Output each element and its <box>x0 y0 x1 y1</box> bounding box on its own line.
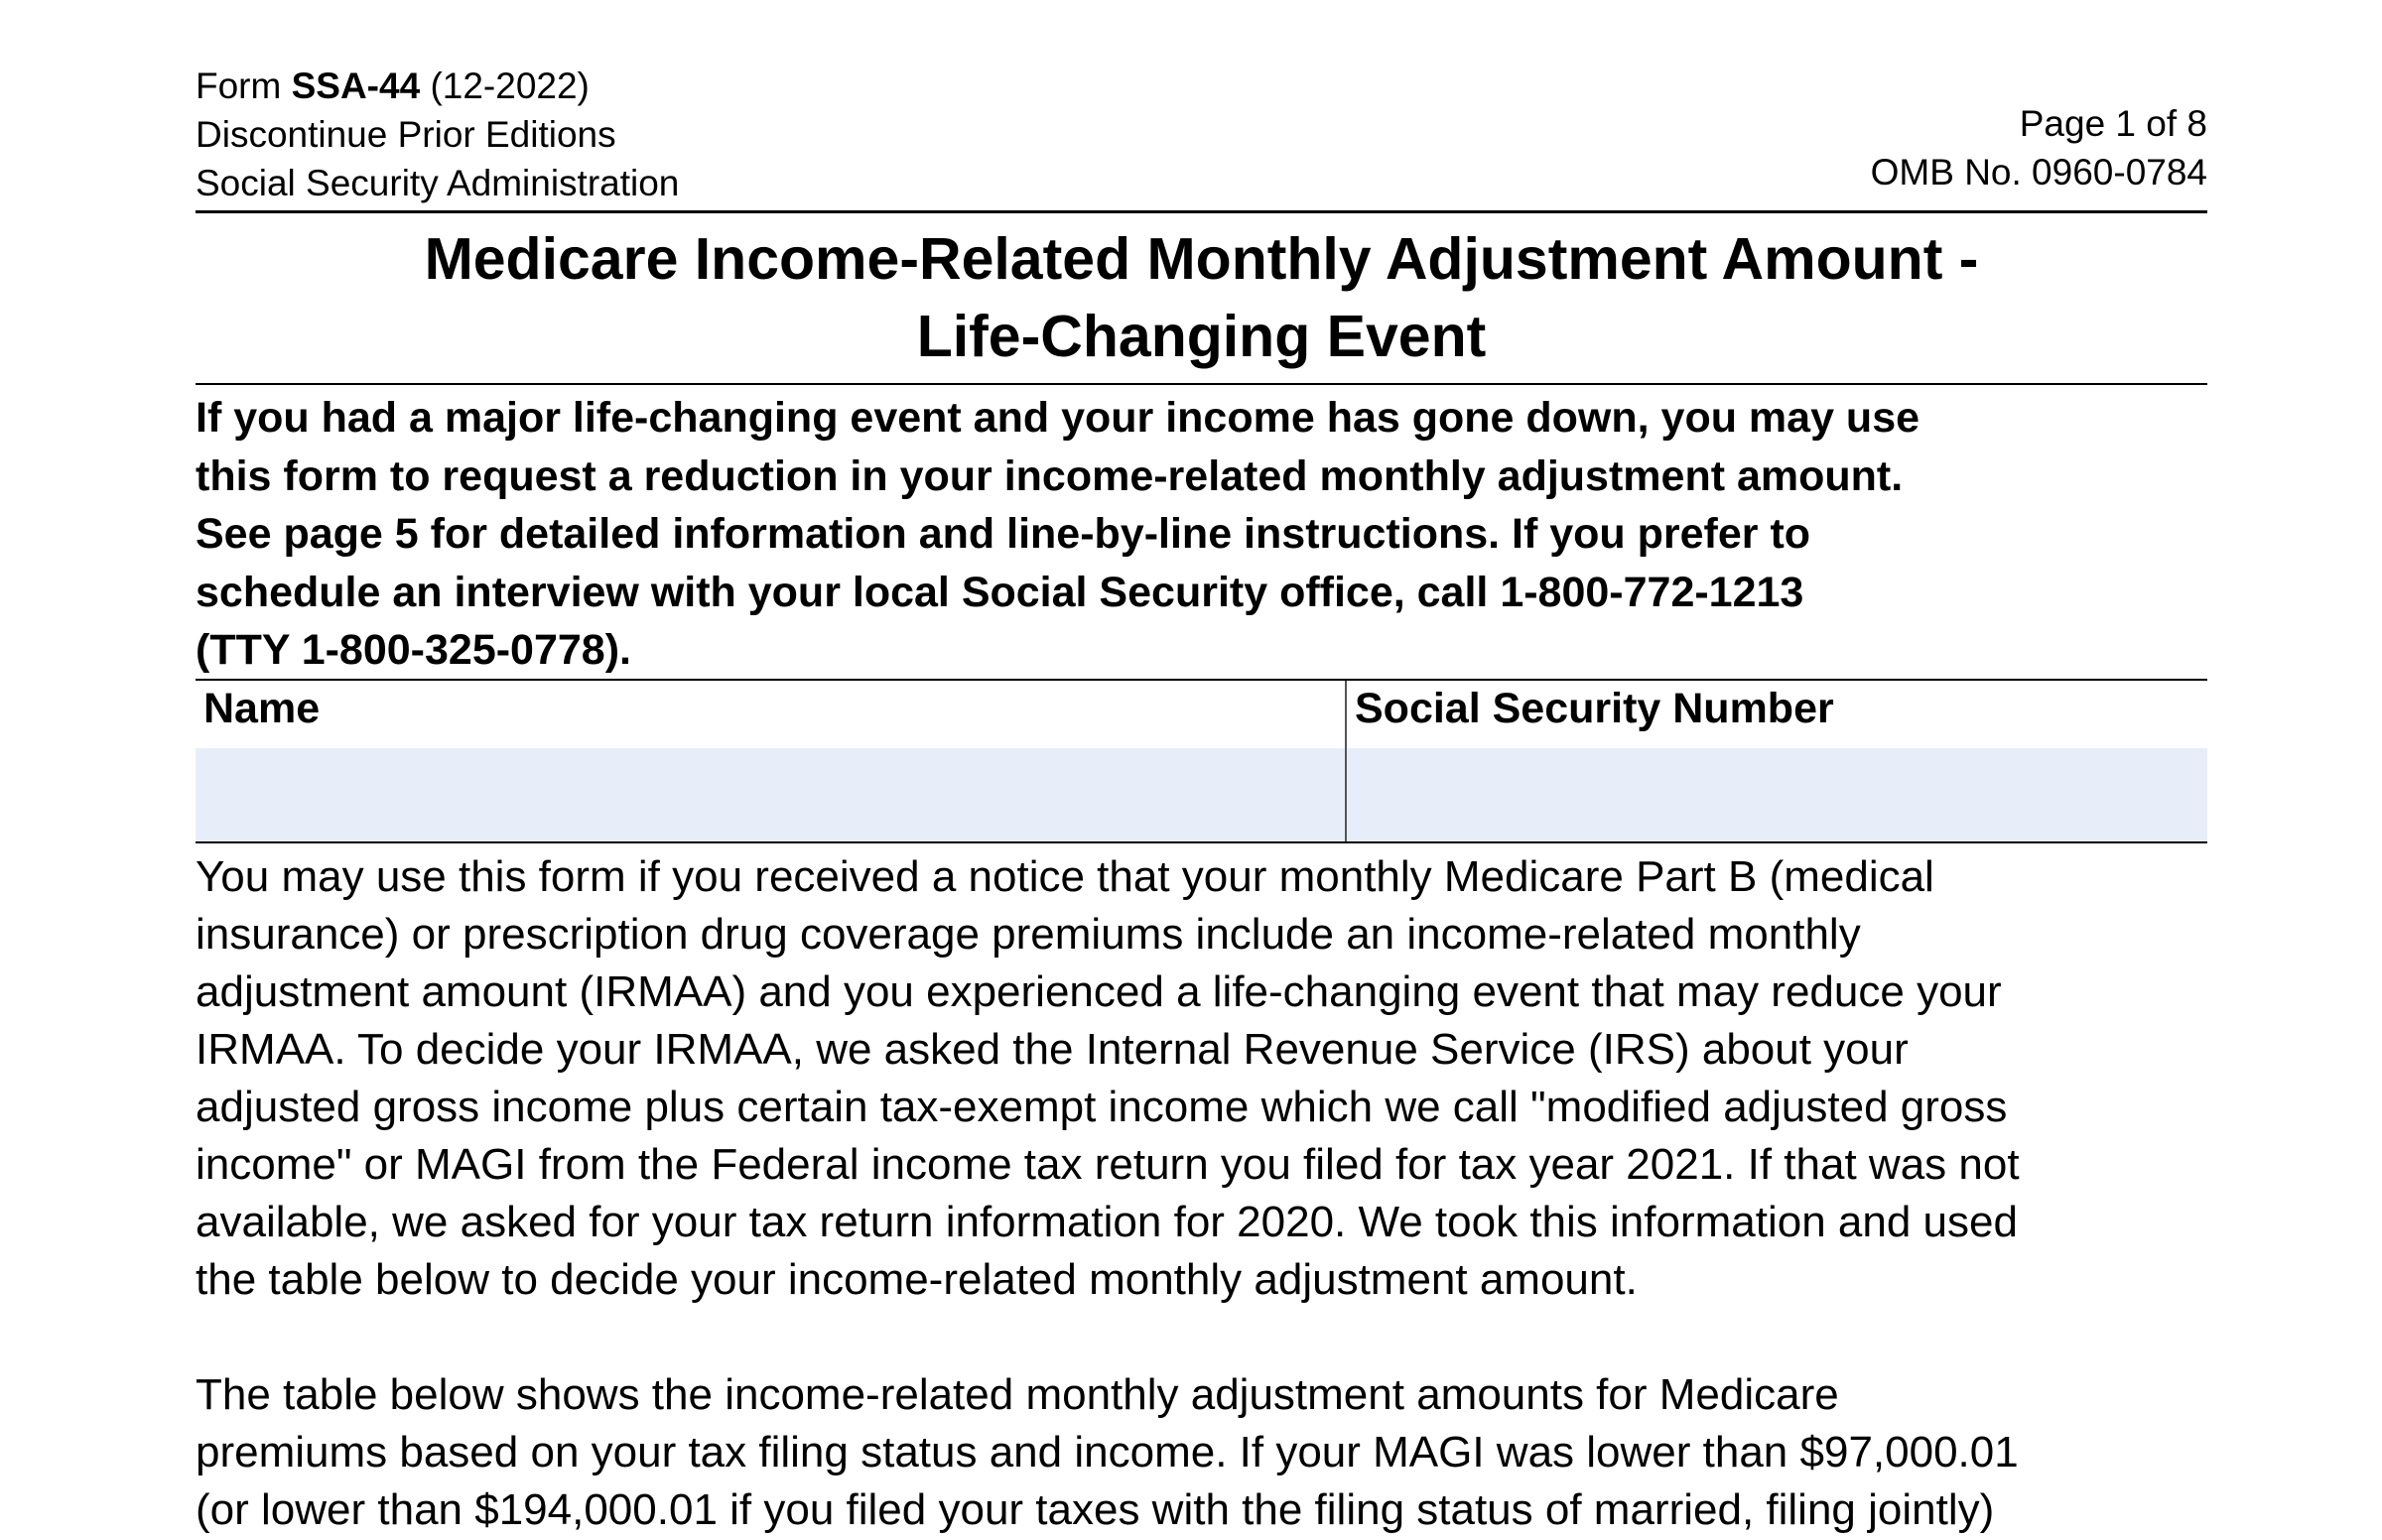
table-explanation-paragraph: The table below shows the income-related… <box>196 1370 2019 1534</box>
form-header-left: Form SSA-44 (12-2022) Discontinue Prior … <box>196 62 679 207</box>
form-header-right: Page 1 of 8 OMB No. 0960-0784 <box>1871 99 2207 196</box>
name-cell: Name <box>196 681 1347 841</box>
intro-instructions: If you had a major life-changing event a… <box>196 394 1920 674</box>
irmaa-explanation-paragraph: You may use this form if you received a … <box>196 852 2020 1304</box>
page-number: Page 1 of 8 <box>2019 103 2207 144</box>
name-label: Name <box>196 681 1345 748</box>
title-divider <box>196 383 2207 385</box>
page-title: Medicare Income-Related Monthly Adjustme… <box>424 226 1979 369</box>
form-number: SSA-44 <box>291 65 421 106</box>
discontinue-note: Discontinue Prior Editions <box>196 114 616 155</box>
ssn-label: Social Security Number <box>1347 681 2207 748</box>
agency-name: Social Security Administration <box>196 163 680 203</box>
ssn-cell: Social Security Number <box>1347 681 2207 841</box>
applicant-info-table: Name Social Security Number <box>196 679 2207 843</box>
ssn-input[interactable] <box>1347 748 2207 841</box>
form-id: Form SSA-44 (12-2022) <box>196 65 590 106</box>
omb-number: OMB No. 0960-0784 <box>1870 152 2207 192</box>
header-divider <box>196 210 2207 213</box>
name-input[interactable] <box>196 748 1345 841</box>
